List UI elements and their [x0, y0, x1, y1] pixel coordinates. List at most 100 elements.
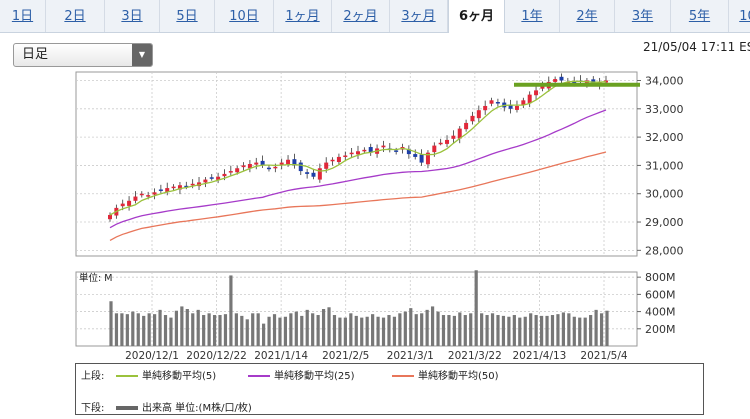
x-tick-label: 2021/3/22 — [448, 350, 502, 362]
candle-body — [127, 200, 132, 206]
candle-body — [476, 110, 481, 119]
volume-bar — [485, 315, 489, 346]
candle-body — [438, 142, 443, 145]
candle-body — [222, 173, 227, 177]
tab-6[interactable]: 1ヶ月 — [274, 0, 332, 32]
tab-14[interactable]: 10年 — [729, 0, 750, 32]
price-tick-label: 33,000 — [645, 103, 684, 116]
volume-bar — [594, 309, 598, 346]
tab-7[interactable]: 2ヶ月 — [332, 0, 390, 32]
candle-body — [108, 214, 112, 220]
volume-bar — [109, 301, 113, 346]
candle-body — [209, 177, 214, 179]
candle-body — [165, 188, 170, 193]
volume-bar — [398, 313, 402, 346]
volume-bar — [409, 308, 413, 346]
candle-body — [451, 135, 456, 139]
volume-bar — [414, 314, 418, 346]
tab-13[interactable]: 5年 — [671, 0, 729, 32]
volume-unit-label: 単位: M — [79, 272, 112, 284]
volume-bar — [163, 315, 168, 346]
price-tick-label: 34,000 — [645, 74, 684, 87]
volume-bar — [469, 313, 473, 346]
volume-bar — [425, 309, 429, 346]
volume-bar — [338, 317, 342, 346]
tab-9[interactable]: 6ヶ月 — [448, 0, 505, 33]
volume-bar — [518, 317, 522, 346]
volume-bar — [153, 314, 157, 346]
volume-bar — [507, 316, 511, 346]
volume-bar — [534, 315, 538, 346]
tab-8[interactable]: 3ヶ月 — [390, 0, 448, 32]
legend-upper-row: 上段: 単純移動平均(5) 単純移動平均(25) 単純移動平均(50) — [81, 367, 499, 382]
volume-bar — [501, 315, 506, 346]
candle-interval-select[interactable]: 日足 ▼ — [13, 43, 153, 67]
tab-3[interactable]: 3日 — [105, 0, 160, 32]
volume-bar — [583, 317, 587, 346]
volume-bar — [332, 315, 337, 346]
candle-interval-value: 日足 — [22, 47, 49, 62]
ma50-line — [109, 151, 607, 241]
volume-bar — [403, 311, 407, 346]
legend-volume-label: 出来高 単位:(M株/口/枚) — [142, 403, 252, 414]
volume-bar — [207, 313, 211, 346]
dropdown-arrow-icon[interactable]: ▼ — [132, 44, 152, 66]
last-updated-time: 21/05/04 17:11 ES — [643, 40, 750, 54]
tab-4[interactable]: 5日 — [160, 0, 215, 32]
tab-1[interactable]: 1日 — [0, 0, 46, 32]
candle-body — [381, 145, 386, 148]
volume-bar — [169, 317, 173, 346]
tab-5[interactable]: 10日 — [215, 0, 274, 32]
tab-10[interactable]: 1年 — [505, 0, 560, 32]
volume-bar — [556, 314, 560, 346]
volume-bar — [496, 315, 500, 346]
volume-bar — [218, 315, 222, 346]
volume-bar — [251, 313, 255, 346]
period-tab-bar: 1日2日3日5日10日1ヶ月2ヶ月3ヶ月6ヶ月1年2年3年5年10年 — [0, 0, 750, 33]
candle-body — [184, 185, 189, 188]
candle-body — [540, 86, 545, 89]
candle-body — [553, 79, 558, 82]
candle-body — [247, 164, 252, 169]
price-panel-frame — [75, 71, 638, 257]
tab-2[interactable]: 2日 — [46, 0, 105, 32]
candle-body — [432, 145, 437, 153]
candle-body — [273, 166, 278, 169]
candle-body — [419, 154, 424, 163]
volume-bar — [125, 314, 129, 346]
candle-body — [356, 151, 360, 155]
volume-bar — [240, 315, 244, 346]
candle-body — [349, 152, 354, 155]
price-tick-label: 31,000 — [645, 159, 684, 172]
candle-body — [171, 186, 176, 189]
price-tick-label: 29,000 — [645, 216, 684, 229]
candle-body — [394, 150, 399, 152]
chart-legend: 上段: 単純移動平均(5) 単純移動平均(25) 単純移動平均(50) 下段: … — [75, 363, 704, 415]
candle-body — [508, 104, 513, 109]
candle-body — [330, 159, 335, 162]
volume-bar — [578, 317, 582, 346]
legend-ma25-label: 単純移動平均(25) — [274, 371, 355, 382]
legend-ma5: 単純移動平均(5) — [116, 367, 216, 382]
volume-bar — [174, 310, 179, 346]
volume-bar — [321, 309, 326, 346]
volume-bar — [387, 315, 391, 346]
volume-bar — [452, 315, 456, 346]
legend-lower-row: 下段: 出来高 単位:(M株/口/枚) — [81, 399, 252, 414]
volume-bar — [311, 313, 315, 346]
volume-bar — [300, 315, 304, 346]
volume-bar — [381, 317, 386, 346]
candle-body — [120, 203, 125, 207]
tab-11[interactable]: 2年 — [560, 0, 615, 32]
volume-bar — [599, 313, 604, 346]
tab-12[interactable]: 3年 — [615, 0, 671, 32]
volume-bar — [114, 313, 119, 346]
volume-bar — [589, 315, 593, 346]
candle-body — [470, 115, 475, 122]
candle-body — [495, 102, 500, 104]
volume-bar — [120, 313, 124, 346]
price-tick-label: 28,000 — [645, 244, 684, 257]
candle-body — [604, 80, 608, 83]
x-tick-label: 2021/3/1 — [387, 350, 434, 362]
volume-bar — [191, 313, 195, 346]
